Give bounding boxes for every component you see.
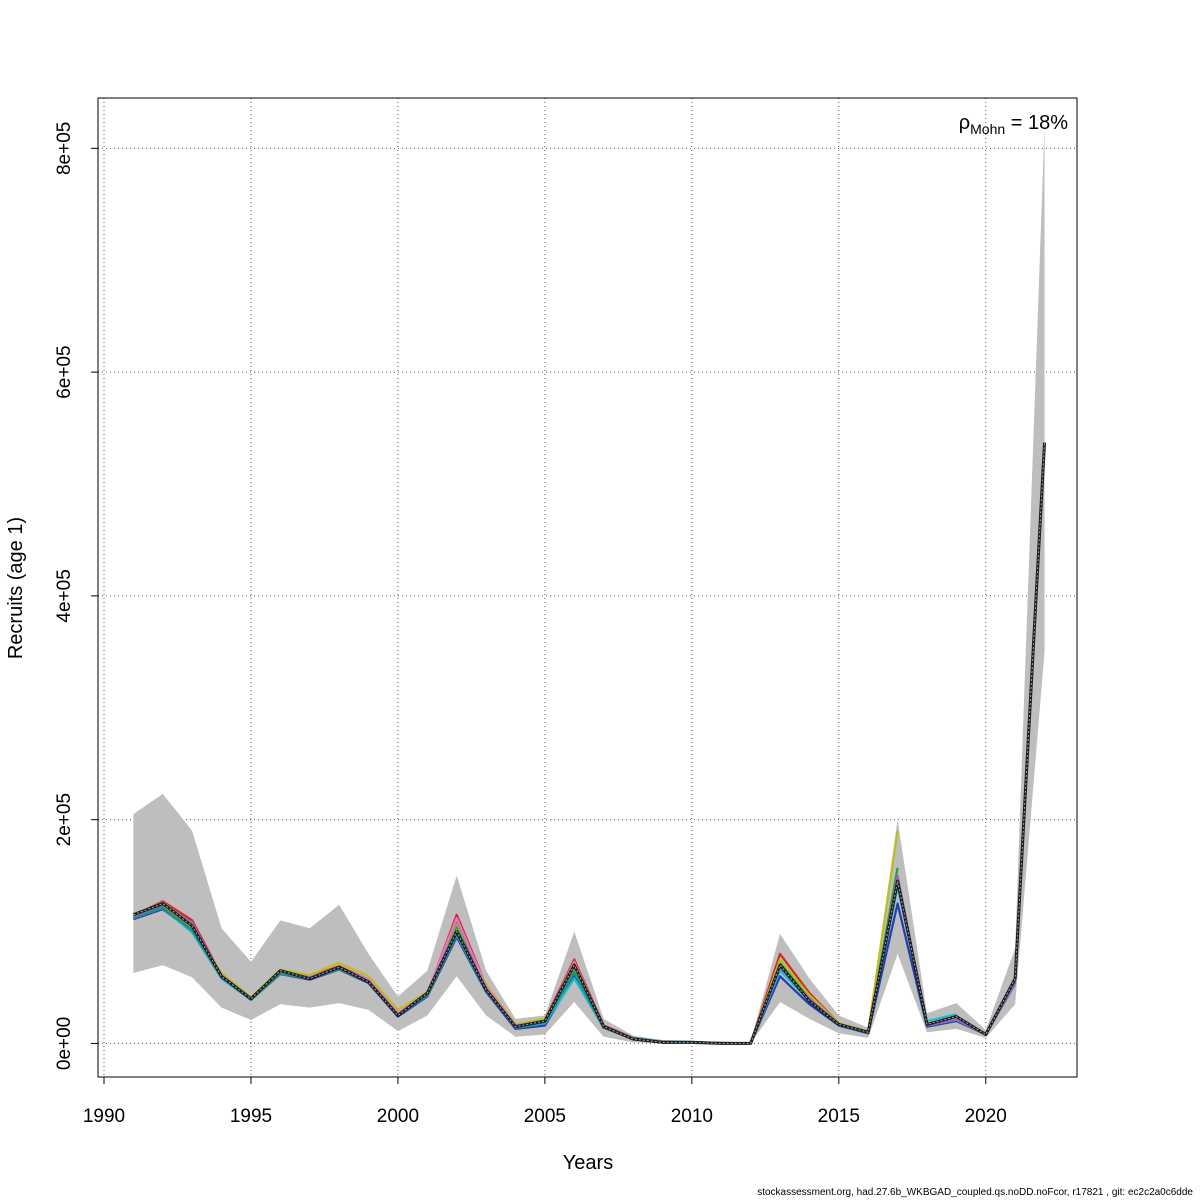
x-axis-title: Years [563, 1152, 613, 1174]
x-tick-label: 2020 [965, 1106, 1007, 1127]
x-tick-label: 1990 [83, 1106, 125, 1127]
confidence-band [133, 125, 1045, 1044]
confidence-band-area [133, 125, 1045, 1044]
x-tick-label: 2010 [671, 1106, 713, 1127]
mohn-rho-annotation: ρMohn = 18% [959, 112, 1068, 137]
series-line-dash [133, 442, 1046, 1044]
rho-value: = 18% [1005, 112, 1068, 134]
y-axis: 0e+00 2e+05 4e+05 6e+05 8e+05 [54, 122, 99, 1070]
y-tick-label: 6e+05 [54, 345, 75, 398]
x-tick-label: 2000 [377, 1106, 419, 1127]
y-tick-label: 8e+05 [54, 122, 75, 175]
x-tick-label: 2015 [818, 1106, 860, 1127]
y-tick-label: 4e+05 [54, 569, 75, 622]
grid [98, 98, 1077, 1077]
y-tick-label: 0e+00 [54, 1017, 75, 1070]
series-lines [132, 442, 1047, 1045]
x-tick-label: 2005 [524, 1106, 566, 1127]
x-axis: 1990 1995 2000 2005 2010 2015 2020 [83, 1076, 1007, 1127]
rho-subscript: Mohn [970, 121, 1005, 137]
plot-frame [97, 97, 1078, 1078]
rho-symbol: ρ [959, 112, 970, 134]
y-tick-label: 2e+05 [54, 793, 75, 846]
footer-source: stockassessment.org, had.27.6b_WKBGAD_co… [757, 1187, 1193, 1198]
y-axis-title: Recruits (age 1) [5, 517, 27, 659]
x-tick-label: 1995 [230, 1106, 272, 1127]
